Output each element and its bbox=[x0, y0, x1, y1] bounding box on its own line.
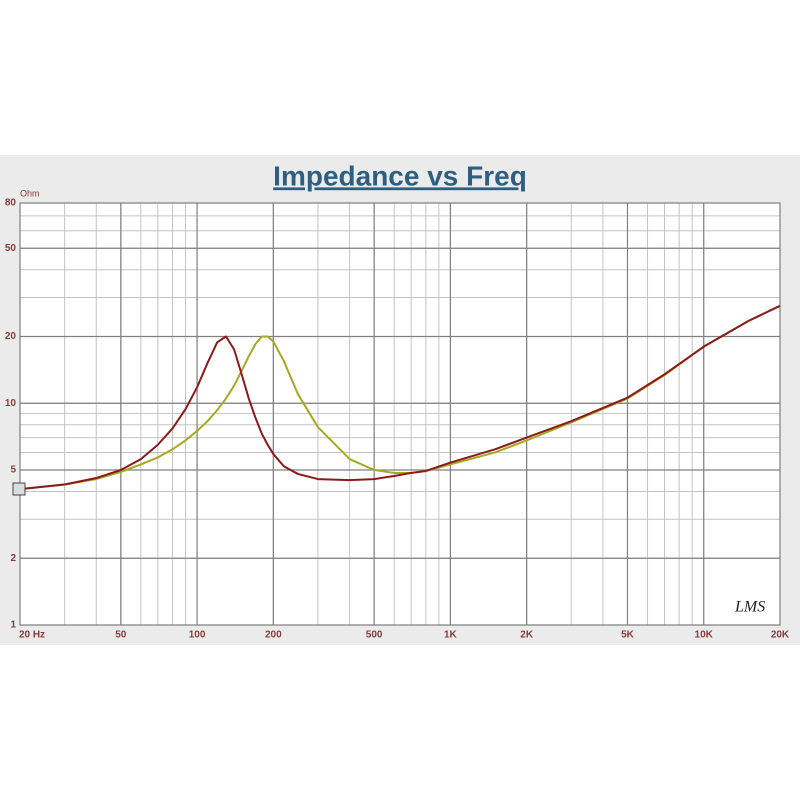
y-tick-label: 10 bbox=[5, 398, 17, 409]
x-tick-label: 200 bbox=[265, 630, 282, 641]
y-tick-label: 20 bbox=[5, 331, 17, 342]
y-axis-label: Ohm bbox=[20, 188, 40, 198]
x-tick-label: 2K bbox=[520, 630, 534, 641]
x-tick-label: 100 bbox=[189, 630, 206, 641]
chart-title: Impedance vs Freq bbox=[273, 160, 527, 191]
annotation: LMS bbox=[734, 599, 765, 616]
y-tick-label: 80 bbox=[5, 198, 17, 209]
y-tick-label: 2 bbox=[10, 553, 16, 564]
impedance-line bbox=[19, 304, 781, 491]
plot-area bbox=[19, 202, 781, 626]
x-tick-label: 1K bbox=[444, 630, 458, 641]
x-tick-label: 500 bbox=[366, 630, 383, 641]
x-tick-label: 20 Hz bbox=[19, 630, 45, 641]
cursor-marker bbox=[12, 482, 26, 496]
x-tick-label: 5K bbox=[621, 630, 635, 641]
y-tick-label: 1 bbox=[10, 620, 16, 631]
impedance-line bbox=[19, 304, 781, 491]
x-tick-label: 20K bbox=[771, 630, 790, 641]
y-tick-label: 50 bbox=[5, 243, 17, 254]
x-tick-label: 50 bbox=[115, 630, 127, 641]
y-tick-label: 5 bbox=[10, 465, 16, 476]
x-tick-label: 10K bbox=[695, 630, 714, 641]
